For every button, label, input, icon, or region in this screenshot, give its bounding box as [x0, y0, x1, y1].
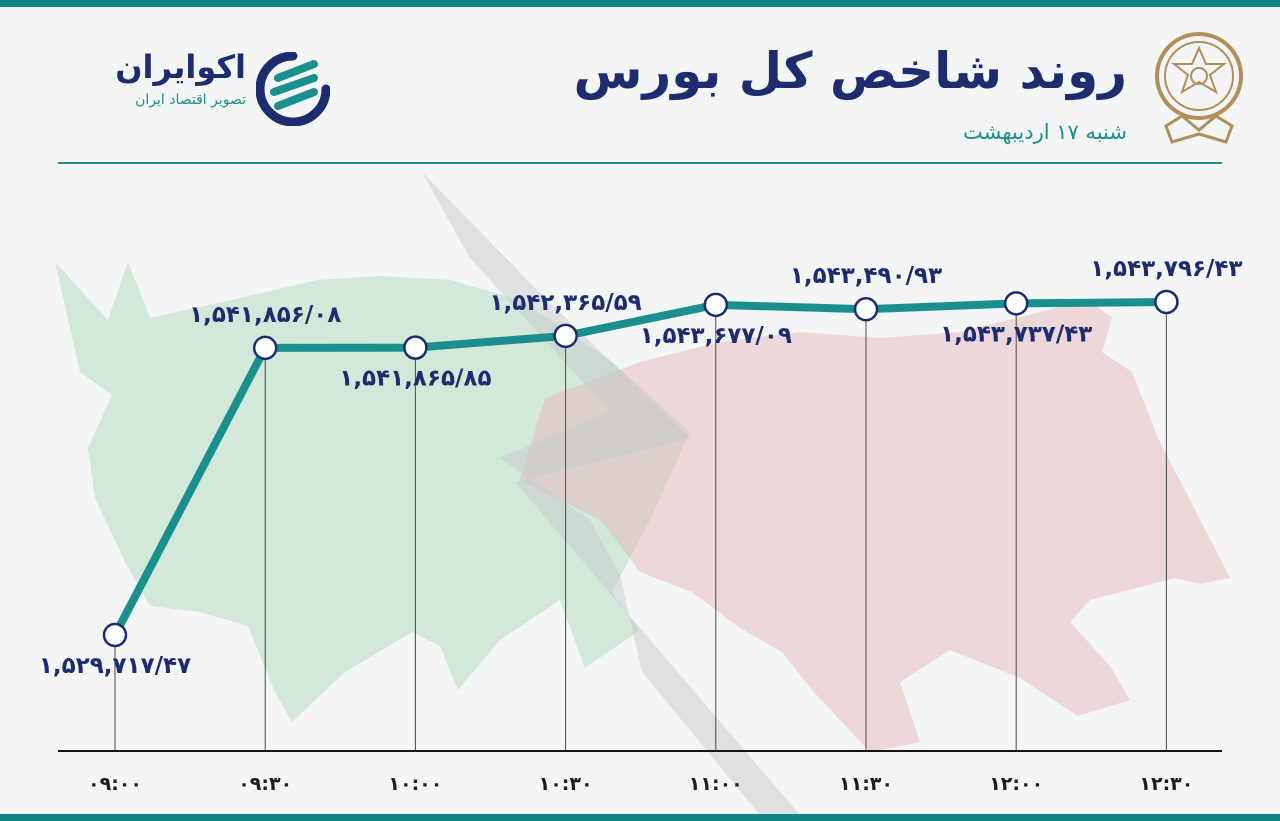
background-art	[55, 172, 1230, 815]
data-point	[553, 323, 578, 349]
data-label: ۱,۵۴۱,۸۶۵/۸۵	[339, 366, 491, 392]
grid-lines	[114, 314, 1167, 751]
x-tick-labels: ۰۹:۰۰ ۰۹:۳۰ ۱۰:۰۰ ۱۰:۳۰ ۱۱:۰۰ ۱۱:۳۰ ۱۲:۰۰ ۱۲:۳۰	[88, 773, 1193, 795]
data-point	[1003, 291, 1029, 316]
data-label: ۱,۵۴۳,۶۷۷/۰۹	[640, 323, 792, 349]
data-label: ۱,۵۴۳,۷۳۷/۴۳	[940, 321, 1092, 347]
top-accent-bar	[0, 0, 1280, 7]
date-subtitle: شنبه ۱۷ اردیبهشت	[963, 120, 1127, 144]
data-point	[403, 335, 428, 360]
x-tick-label: ۱۱:۳۰	[839, 773, 893, 795]
x-tick-label: ۱۰:۰۰	[388, 773, 442, 795]
series-line	[111, 298, 1171, 639]
brand-tagline: تصویر اقتصاد ایران	[135, 92, 246, 108]
bear-silhouette	[520, 300, 1230, 752]
data-label: ۱,۵۴۱,۸۵۶/۰۸	[189, 302, 341, 328]
x-tick-label: ۱۱:۰۰	[689, 773, 743, 795]
data-label: ۱,۵۴۳,۴۹۰/۹۳	[790, 263, 942, 289]
header-divider	[58, 162, 1222, 164]
data-point	[703, 292, 729, 318]
x-tick-label: ۰۹:۰۰	[88, 773, 142, 795]
x-tick-label: ۱۲:۰۰	[989, 773, 1043, 795]
bull-silhouette	[55, 262, 690, 722]
x-tick-label: ۰۹:۳۰	[238, 773, 292, 795]
data-label: ۱,۵۴۲,۳۶۵/۵۹	[489, 290, 641, 316]
arrow-silhouette	[422, 172, 800, 815]
x-tick-label: ۱۲:۳۰	[1139, 773, 1193, 795]
data-points	[102, 289, 1179, 648]
data-point	[102, 622, 128, 648]
data-label: ۱,۵۴۳,۷۹۶/۴۳	[1090, 256, 1242, 282]
page-title: روند شاخص کل بورس	[573, 42, 1127, 100]
data-labels: ۱,۵۲۹,۷۱۷/۴۷ ۱,۵۴۱,۸۵۶/۰۸ ۱,۵۴۱,۸۶۵/۸۵ ۱,۵۴…	[39, 256, 1243, 679]
data-label: ۱,۵۲۹,۷۱۷/۴۷	[39, 653, 191, 679]
x-tick-label: ۱۰:۳۰	[539, 773, 593, 795]
series-line-group	[111, 298, 1171, 639]
brand-block: اکوایران تصویر اقتصاد ایران	[66, 48, 246, 108]
data-point	[853, 296, 879, 322]
data-point	[1154, 289, 1179, 315]
bottom-accent-bar	[0, 814, 1280, 821]
stock-exchange-seal-icon	[1155, 32, 1243, 144]
data-point	[252, 335, 278, 361]
ecoiran-logo-icon	[256, 52, 330, 126]
brand-name: اکوایران	[115, 48, 246, 86]
